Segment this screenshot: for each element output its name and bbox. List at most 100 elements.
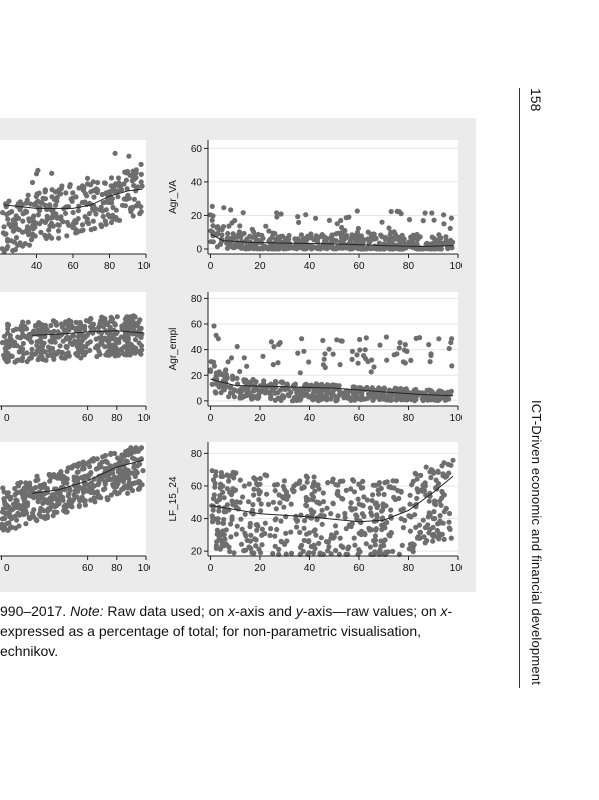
scatter-point <box>294 389 300 395</box>
scatter-point <box>318 535 324 541</box>
scatter-point <box>34 494 40 500</box>
scatter-point <box>221 516 227 523</box>
caption-y-italic: y <box>295 603 303 619</box>
scatter-point <box>229 514 235 520</box>
scatter-chart-left-bottom: 0 60 80 100 <box>0 442 150 574</box>
scatter-point <box>273 516 279 522</box>
scatter-point <box>319 521 325 527</box>
scatter-point <box>48 330 54 336</box>
scatter-point <box>357 518 363 524</box>
scatter-point <box>363 335 369 341</box>
scatter-point <box>219 232 225 238</box>
scatter-point <box>338 338 344 344</box>
scatter-point <box>228 534 234 540</box>
scatter-point <box>388 530 394 536</box>
scatter-point <box>46 344 52 350</box>
scatter-point <box>22 323 28 329</box>
scatter-point <box>229 498 235 504</box>
scatter-point <box>394 235 400 241</box>
scatter-point <box>58 321 65 327</box>
scatter-point <box>26 242 33 248</box>
scatter-point <box>75 334 81 340</box>
scatter-point <box>112 489 118 495</box>
scatter-point <box>124 483 131 489</box>
scatter-point <box>294 524 300 530</box>
scatter-point <box>138 161 144 167</box>
scatter-point <box>93 466 99 472</box>
scatter-point <box>108 318 114 324</box>
scatter-point <box>35 204 41 211</box>
scatter-point <box>224 240 230 246</box>
scatter-point <box>283 551 289 557</box>
scatter-point <box>330 351 336 357</box>
x-tick-label: 0 <box>4 413 10 424</box>
scatter-point <box>263 223 269 229</box>
scatter-point <box>439 488 445 495</box>
scatter-point <box>20 319 26 325</box>
scatter-point <box>425 514 431 520</box>
scatter-point <box>212 484 218 490</box>
x-tick-label: 80 <box>111 563 123 574</box>
scatter-point <box>349 521 355 527</box>
scatter-point <box>429 532 435 538</box>
scatter-point <box>13 215 19 221</box>
scatter-point <box>261 378 267 384</box>
scatter-point <box>254 527 260 533</box>
scatter-point <box>127 341 133 347</box>
scatter-point <box>29 346 35 352</box>
scatter-point <box>436 533 443 539</box>
scatter-point <box>398 488 404 494</box>
scatter-point <box>120 486 126 492</box>
scatter-point <box>36 328 43 334</box>
scatter-point <box>231 550 237 556</box>
scatter-point <box>228 355 235 361</box>
caption-text: -axis—raw values; on <box>302 603 441 619</box>
scatter-point <box>324 382 330 388</box>
scatter-point <box>279 494 285 500</box>
scatter-point <box>136 480 143 486</box>
scatter-point <box>43 357 49 363</box>
scatter-point <box>353 232 359 238</box>
scatter-point <box>245 499 252 505</box>
scatter-point <box>125 490 131 496</box>
scatter-point <box>256 497 262 503</box>
scatter-point <box>372 391 378 398</box>
scatter-point <box>66 327 72 333</box>
scatter-point <box>309 491 315 498</box>
scatter-point <box>414 476 420 482</box>
x-tick-label: 0 <box>208 563 214 574</box>
scatter-point <box>62 210 69 216</box>
scatter-point <box>84 175 91 181</box>
scatter-point <box>337 535 343 541</box>
scatter-point <box>347 246 353 252</box>
scatter-point <box>253 242 259 248</box>
scatter-point <box>281 504 287 510</box>
scatter-point <box>433 477 439 483</box>
scatter-point <box>33 200 39 206</box>
scatter-point <box>247 524 253 530</box>
scatter-point <box>366 240 372 246</box>
scatter-point <box>403 245 409 251</box>
scatter-point <box>10 228 16 234</box>
scatter-point <box>383 334 389 340</box>
scatter-point <box>211 323 217 329</box>
scatter-point <box>10 224 16 230</box>
scatter-point <box>139 347 145 353</box>
scatter-point <box>258 501 264 507</box>
scatter-point <box>355 225 361 232</box>
scatter-point <box>47 338 53 344</box>
scatter-point <box>110 215 116 222</box>
scatter-point <box>422 210 428 216</box>
scatter-point <box>372 482 379 488</box>
scatter-point <box>353 512 359 518</box>
scatter-point <box>280 379 286 385</box>
scatter-point <box>218 473 224 479</box>
scatter-point <box>328 551 334 557</box>
scatter-point <box>243 547 249 553</box>
scatter-point <box>91 495 97 501</box>
scatter-point <box>431 509 437 515</box>
scatter-point <box>297 544 304 550</box>
scatter-point <box>370 231 376 237</box>
scatter-point <box>13 497 19 503</box>
scatter-point <box>207 212 214 218</box>
